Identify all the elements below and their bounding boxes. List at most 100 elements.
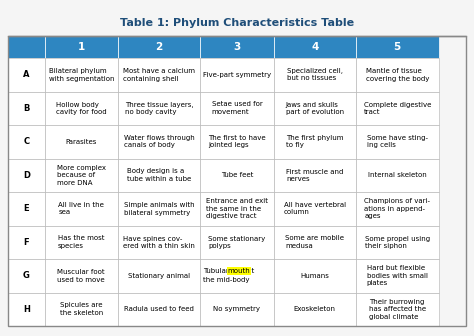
- Bar: [273, 125, 356, 159]
- Bar: [118, 159, 201, 192]
- Text: Tube feet: Tube feet: [221, 172, 253, 178]
- Text: Hollow body
cavity for food: Hollow body cavity for food: [56, 101, 107, 115]
- Text: Have spines cov-
ered with a thin skin: Have spines cov- ered with a thin skin: [123, 236, 195, 249]
- Bar: [8, 36, 466, 326]
- Bar: [118, 192, 201, 225]
- Bar: [201, 192, 273, 225]
- Bar: [273, 259, 356, 293]
- Bar: [8, 259, 45, 293]
- Text: Mantle of tissue
covering the body: Mantle of tissue covering the body: [365, 68, 429, 82]
- Text: Their burrowing
has affected the
global climate: Their burrowing has affected the global …: [369, 299, 426, 320]
- Text: Body design is a
tube within a tube: Body design is a tube within a tube: [127, 168, 191, 182]
- Text: Parasites: Parasites: [65, 139, 97, 145]
- Bar: [8, 192, 45, 225]
- Bar: [273, 91, 356, 125]
- Bar: [8, 225, 45, 259]
- Bar: [201, 259, 273, 293]
- Text: All live in the
sea: All live in the sea: [58, 202, 104, 215]
- Text: All have vertebral
column: All have vertebral column: [284, 202, 346, 215]
- Text: F: F: [24, 238, 29, 247]
- Bar: [356, 36, 438, 58]
- Bar: [45, 192, 118, 225]
- Text: Three tissue layers,
no body cavity: Three tissue layers, no body cavity: [125, 101, 193, 115]
- Bar: [45, 159, 118, 192]
- Text: B: B: [23, 104, 29, 113]
- Bar: [201, 225, 273, 259]
- Text: at: at: [246, 268, 255, 274]
- Text: Some have sting-
ing cells: Some have sting- ing cells: [367, 135, 428, 149]
- Text: H: H: [23, 305, 30, 314]
- Bar: [8, 159, 45, 192]
- Bar: [45, 259, 118, 293]
- Bar: [273, 293, 356, 326]
- Text: Bilateral phylum
with segmentation: Bilateral phylum with segmentation: [48, 68, 114, 82]
- Text: More complex
because of
more DNA: More complex because of more DNA: [57, 165, 106, 186]
- Text: The first phylum
to fly: The first phylum to fly: [286, 135, 344, 149]
- Text: First muscle and
nerves: First muscle and nerves: [286, 168, 344, 182]
- Text: 1: 1: [78, 42, 85, 52]
- Text: Hard but flexible
bodies with small
plates: Hard but flexible bodies with small plat…: [367, 265, 428, 286]
- Text: Some stationary
polyps: Some stationary polyps: [209, 236, 265, 249]
- Text: Internal skeleton: Internal skeleton: [368, 172, 427, 178]
- Text: Simple animals with
bilateral symmetry: Simple animals with bilateral symmetry: [124, 202, 194, 215]
- Text: Water flows through
canals of body: Water flows through canals of body: [124, 135, 194, 149]
- Bar: [118, 125, 201, 159]
- Bar: [356, 259, 438, 293]
- Text: 3: 3: [233, 42, 241, 52]
- Bar: [118, 225, 201, 259]
- Bar: [45, 91, 118, 125]
- Text: 2: 2: [155, 42, 163, 52]
- Text: Table 1: Phylum Characteristics Table: Table 1: Phylum Characteristics Table: [120, 18, 354, 28]
- Text: Humans: Humans: [301, 273, 329, 279]
- Text: Spicules are
the skeleton: Spicules are the skeleton: [60, 302, 103, 316]
- Bar: [118, 293, 201, 326]
- Text: C: C: [23, 137, 29, 146]
- Bar: [8, 91, 45, 125]
- Text: A: A: [23, 70, 29, 79]
- Text: Some are mobile
medusa: Some are mobile medusa: [285, 236, 344, 249]
- Text: Most have a calcium
containing shell: Most have a calcium containing shell: [123, 68, 195, 82]
- Text: Champions of vari-
ations in append-
ages: Champions of vari- ations in append- age…: [365, 198, 430, 219]
- Text: Jaws and skulls
part of evolution: Jaws and skulls part of evolution: [286, 101, 344, 115]
- Text: Muscular foot
used to move: Muscular foot used to move: [57, 269, 105, 283]
- Bar: [118, 36, 201, 58]
- Text: E: E: [24, 204, 29, 213]
- Text: Complete digestive
tract: Complete digestive tract: [364, 101, 431, 115]
- Text: Radula used to feed: Radula used to feed: [124, 306, 194, 312]
- Bar: [356, 125, 438, 159]
- Bar: [45, 125, 118, 159]
- Text: 4: 4: [311, 42, 319, 52]
- Bar: [45, 36, 118, 58]
- Bar: [201, 36, 273, 58]
- Text: Five-part symmetry: Five-part symmetry: [203, 72, 271, 78]
- Text: The first to have
jointed legs: The first to have jointed legs: [208, 135, 266, 149]
- Text: Setae used for
movement: Setae used for movement: [211, 101, 263, 115]
- Bar: [118, 58, 201, 91]
- Text: Specialized cell,
but no tissues: Specialized cell, but no tissues: [287, 68, 343, 82]
- Bar: [356, 58, 438, 91]
- Text: Stationary animal: Stationary animal: [128, 273, 190, 279]
- Bar: [201, 58, 273, 91]
- Bar: [8, 58, 45, 91]
- Bar: [8, 125, 45, 159]
- Text: 5: 5: [394, 42, 401, 52]
- Bar: [356, 225, 438, 259]
- Bar: [273, 192, 356, 225]
- Bar: [356, 192, 438, 225]
- Text: Entrance and exit
the same in the
digestive tract: Entrance and exit the same in the digest…: [206, 198, 268, 219]
- Bar: [8, 293, 45, 326]
- Text: No symmetry: No symmetry: [213, 306, 261, 312]
- Bar: [8, 36, 45, 58]
- Bar: [201, 293, 273, 326]
- Bar: [45, 225, 118, 259]
- Bar: [273, 58, 356, 91]
- Bar: [273, 36, 356, 58]
- Bar: [118, 259, 201, 293]
- Bar: [273, 225, 356, 259]
- Bar: [356, 159, 438, 192]
- Text: Has the most
species: Has the most species: [58, 236, 105, 249]
- Bar: [273, 159, 356, 192]
- Bar: [45, 58, 118, 91]
- Bar: [201, 159, 273, 192]
- Bar: [201, 125, 273, 159]
